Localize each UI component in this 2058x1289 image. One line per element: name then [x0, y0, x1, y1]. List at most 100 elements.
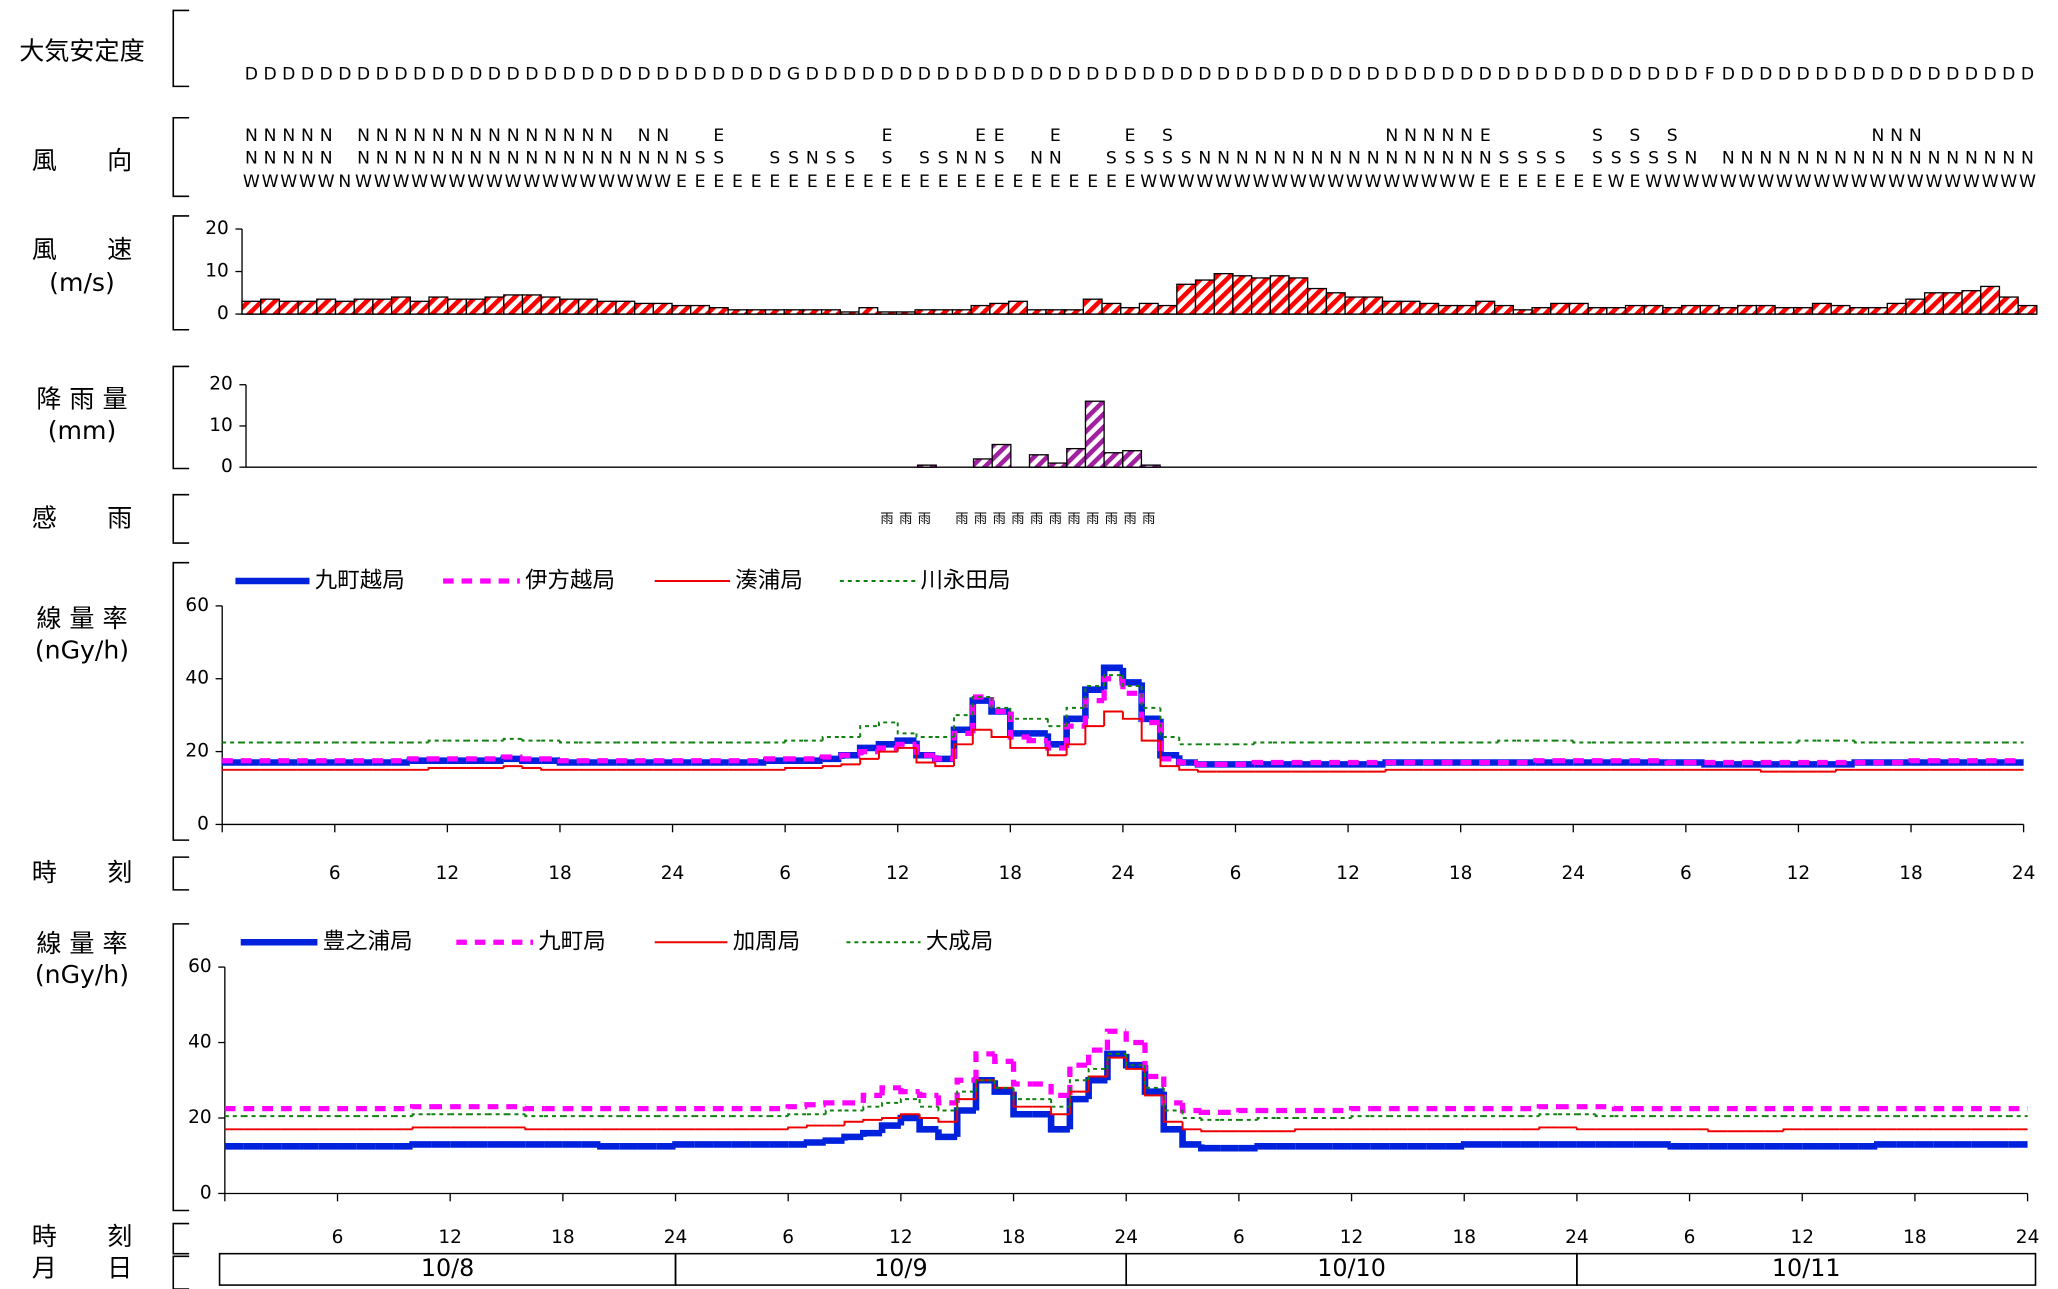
- y-tick-label: 20: [209, 374, 233, 395]
- bar: [1103, 452, 1124, 468]
- bar: [1531, 307, 1552, 315]
- bar: [1662, 307, 1683, 315]
- bar: [1793, 307, 1814, 315]
- dose-step: [878, 1122, 901, 1134]
- row-label: (nGy/h): [35, 960, 129, 989]
- dose-step: [803, 1139, 826, 1146]
- dose-step: [988, 696, 1011, 715]
- row-value: G: [787, 65, 800, 85]
- x-tick-label: 6: [1684, 1227, 1696, 1248]
- bar: [1140, 464, 1161, 468]
- dose-step: [857, 748, 879, 756]
- row-value: 雨: [1067, 512, 1080, 527]
- bar: [428, 296, 449, 315]
- dose-step: [1533, 758, 1555, 764]
- row-label: 感 雨: [32, 504, 132, 533]
- legend-label: 加周局: [733, 929, 800, 955]
- dose-step: [954, 1077, 976, 1103]
- bar: [970, 304, 991, 315]
- row-value: D: [693, 65, 706, 85]
- row-value: D: [768, 65, 781, 85]
- dose-step: [859, 725, 879, 738]
- dose-step: [935, 1095, 958, 1106]
- row-value: D: [806, 65, 819, 85]
- x-tick-label: 24: [1565, 1227, 1589, 1248]
- dose-step: [991, 1080, 1014, 1095]
- dose-step: [877, 721, 898, 727]
- dose-step: [1908, 758, 1930, 764]
- row-value: D: [469, 65, 482, 85]
- row-value: D: [1123, 65, 1136, 85]
- y-tick-label: 40: [188, 1032, 212, 1053]
- dose-step: [1048, 1084, 1070, 1098]
- x-tick-label: 24: [1111, 863, 1135, 884]
- row-value: D: [1105, 65, 1118, 85]
- bar: [877, 311, 898, 315]
- dose-step: [1084, 685, 1105, 708]
- dose-step: [915, 733, 936, 739]
- row-value: D: [1067, 65, 1080, 85]
- dose-step: [1198, 1109, 1221, 1115]
- row-value: D: [1142, 65, 1155, 85]
- date-box: [1576, 1252, 2037, 1286]
- bar: [241, 300, 262, 315]
- bar: [671, 304, 692, 315]
- bar: [1419, 302, 1440, 315]
- dose-step: [1103, 674, 1123, 687]
- dose-step: [1087, 1067, 1108, 1081]
- row-value: D: [338, 65, 351, 85]
- bar: [372, 298, 393, 315]
- dose-step: [953, 743, 973, 767]
- row-label: 時 刻: [32, 858, 132, 887]
- dose-step: [409, 1141, 432, 1148]
- bar: [933, 309, 954, 315]
- row-value: D: [824, 65, 837, 85]
- dose-step: [896, 746, 917, 752]
- x-tick-label: 12: [438, 1227, 462, 1248]
- bar: [1550, 302, 1571, 315]
- row-value: D: [2002, 65, 2015, 85]
- row-value: D: [1049, 65, 1062, 85]
- dose-step: [1106, 1052, 1127, 1069]
- x-tick-label: 6: [1680, 863, 1692, 884]
- row-bracket: [172, 493, 190, 544]
- y-tick-label: 10: [205, 261, 229, 282]
- y-tick-label: 10: [209, 415, 233, 436]
- bar: [559, 298, 580, 315]
- bar: [1082, 298, 1103, 315]
- dose-step: [1797, 739, 1818, 743]
- dose-step: [1140, 686, 1161, 709]
- dose-step: [1536, 1104, 1559, 1110]
- row-value: D: [1722, 65, 1735, 85]
- x-tick-label: 18: [1903, 1227, 1927, 1248]
- row-value: D: [1441, 65, 1454, 85]
- dose-step: [1009, 737, 1030, 749]
- bar: [972, 458, 993, 468]
- x-tick-label: 12: [436, 863, 460, 884]
- x-tick-label: 24: [1114, 1227, 1138, 1248]
- dose-step: [1254, 1143, 1277, 1150]
- row-value: 雨: [1123, 512, 1136, 527]
- row-value: 雨: [899, 512, 912, 527]
- dose-step: [971, 695, 992, 716]
- x-tick-label: 6: [1230, 863, 1242, 884]
- dose-step: [899, 1113, 920, 1119]
- dose-step: [1067, 1062, 1089, 1096]
- dose-step: [1084, 725, 1105, 745]
- bar: [503, 294, 524, 315]
- dose-step: [411, 1126, 432, 1130]
- dose-step: [1026, 737, 1048, 744]
